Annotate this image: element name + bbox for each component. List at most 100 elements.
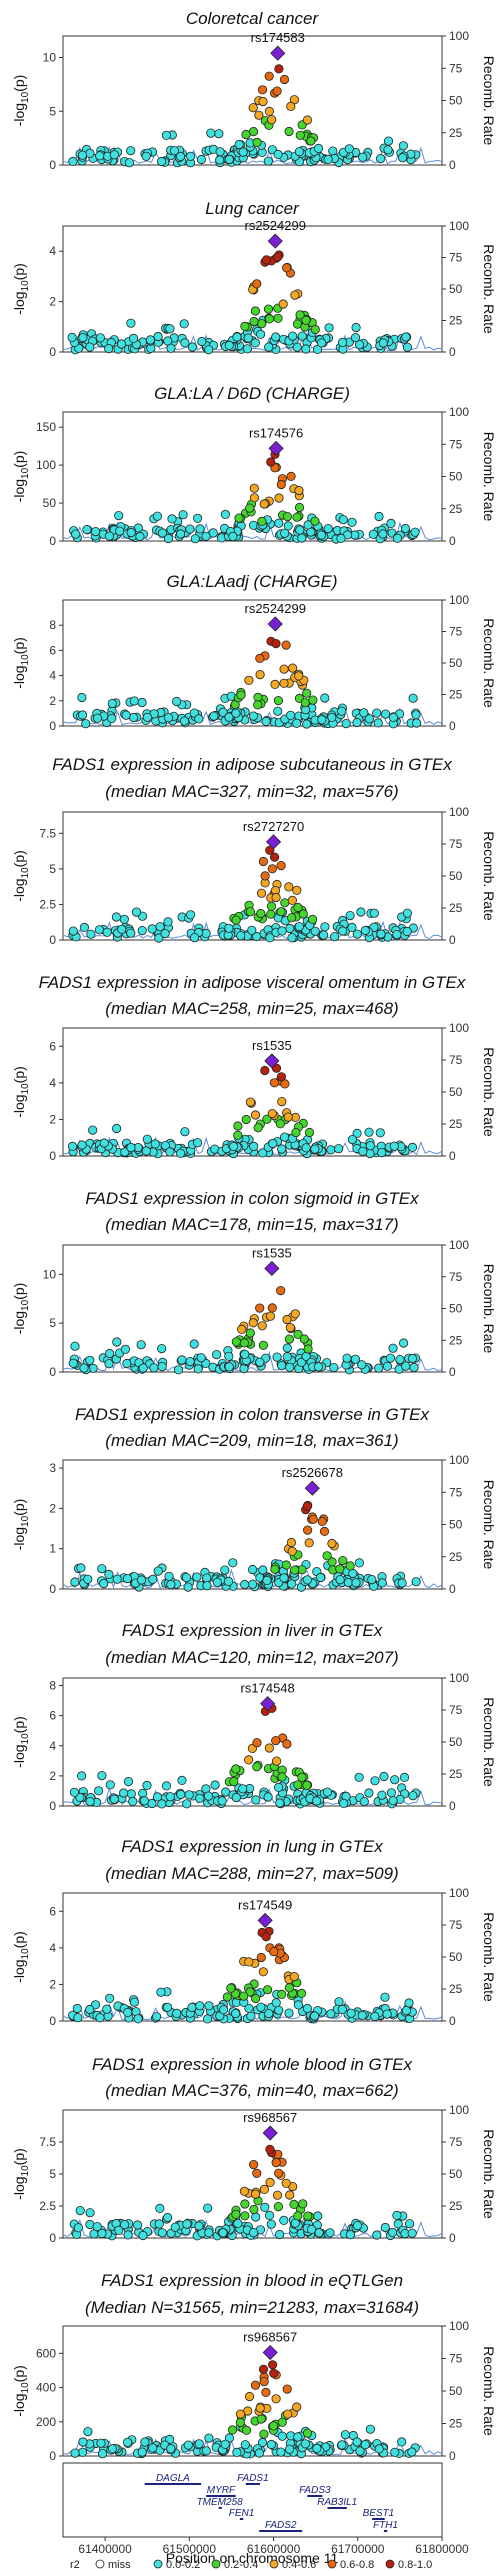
recomb-tick-label: 50	[449, 470, 463, 484]
x-axis: 61400000 61500000 61600000 61700000 61800000…	[78, 2537, 469, 2566]
snp-point	[402, 342, 412, 352]
plot-frame	[62, 599, 443, 727]
panel-title: Coloretcal cancer	[186, 9, 320, 28]
snp-point	[195, 1793, 205, 1803]
y-tick-label: 150	[36, 420, 56, 434]
snp-point	[388, 712, 398, 723]
snp-point	[382, 2009, 392, 2019]
recomb-axis-label: Recomb. Rate	[481, 831, 497, 921]
snp-point	[95, 333, 106, 343]
snp-point	[271, 892, 281, 903]
recomb-axis-label: Recomb. Rate	[481, 1697, 497, 1787]
snp-point	[190, 534, 200, 544]
snp-point	[78, 2437, 88, 2447]
snp-point	[138, 2230, 148, 2241]
snp-point	[180, 338, 190, 348]
snp-point	[68, 926, 78, 936]
snp-point	[281, 263, 292, 273]
y-tick-label: 4	[49, 1076, 56, 1090]
snp-point	[312, 344, 323, 354]
snp-point	[204, 2433, 214, 2443]
y-tick-label: 2	[49, 1501, 56, 1515]
snp-point	[322, 1787, 332, 1797]
y-axis-label: -log10(p)	[11, 263, 31, 315]
snp-point	[292, 2402, 302, 2412]
snp-point	[233, 1121, 243, 1131]
snp-point	[340, 2430, 350, 2440]
snp-point	[97, 1771, 107, 1781]
snp-point	[175, 151, 186, 161]
snp-point	[157, 528, 168, 538]
panel-7: FADS1 expression in colon sigmoid in GTE…	[11, 1189, 497, 1379]
recomb-tick-label: 100	[449, 2103, 469, 2117]
snp-point	[224, 2433, 234, 2443]
snp-point	[137, 697, 147, 708]
snp-point	[326, 1145, 336, 1155]
snp-point	[220, 1565, 230, 1575]
snp-point	[181, 1573, 192, 1583]
snp-point	[302, 1780, 312, 1790]
snp-point	[102, 927, 112, 937]
snp-point	[102, 2004, 112, 2014]
snp-point	[407, 1142, 418, 1153]
snp-point	[232, 2447, 242, 2457]
legend-label: miss	[108, 2559, 131, 2571]
snp-point	[315, 1572, 326, 1583]
legend-label: 0.4-0.6	[282, 2559, 316, 2571]
snp-point	[231, 1792, 241, 1803]
snp-point	[345, 1561, 355, 1571]
snp-point	[257, 319, 267, 329]
snp-point	[334, 1997, 344, 2007]
panel-title: FADS1 expression in lung in GTEx	[121, 1837, 383, 1856]
snp-point	[172, 696, 182, 707]
recomb-axis-label: Recomb. Rate	[481, 432, 497, 522]
recomb-tick-label: 100	[449, 593, 469, 607]
panel-title: FADS1 expression in adipose subcutaneous…	[52, 755, 452, 774]
snp-point	[291, 1128, 301, 1138]
snp-point	[374, 1363, 384, 1373]
legend-label: 0.8-1.0	[398, 2559, 432, 2571]
snp-point	[281, 1560, 291, 1570]
snp-point	[327, 1538, 337, 1549]
snp-point	[164, 1571, 174, 1581]
snp-point	[88, 1125, 98, 1135]
lead-snp-marker	[304, 1480, 320, 1496]
snp-point	[268, 2421, 279, 2431]
snp-point	[343, 1577, 353, 1588]
snp-point	[253, 700, 263, 710]
snp-point	[314, 2228, 324, 2238]
snp-point	[354, 1772, 364, 1782]
panel-title: Lung cancer	[205, 199, 300, 218]
snp-point	[400, 523, 410, 534]
panel-11: FADS1 expression in whole blood in GTEx (…	[11, 2055, 497, 2245]
snp-point	[176, 1148, 186, 1158]
snp-point	[397, 2437, 407, 2447]
snp-point	[259, 2429, 269, 2439]
snp-point	[152, 511, 162, 521]
snp-point	[257, 85, 268, 95]
snp-point	[409, 1362, 419, 1373]
lead-snp-label: rs174548	[241, 1681, 295, 1696]
snp-point	[271, 2394, 281, 2404]
snp-point	[85, 148, 95, 158]
snp-point	[240, 2440, 250, 2450]
snp-point	[373, 718, 383, 728]
snp-point	[275, 1798, 285, 1808]
snp-point	[258, 1148, 268, 1158]
snp-point	[224, 1362, 234, 1372]
snp-point	[203, 1791, 213, 1801]
snp-point	[266, 909, 276, 919]
panel-subtitle: (median MAC=376, min=40, max=662)	[105, 2081, 398, 2100]
y-tick-label: 2.5	[39, 897, 56, 911]
snp-point	[250, 338, 260, 348]
snp-point	[92, 2222, 102, 2232]
snp-point	[152, 2012, 162, 2022]
lead-snp-label: rs174583	[251, 30, 305, 45]
snp-point	[322, 1551, 332, 1561]
snp-point	[185, 1357, 195, 1367]
snp-point	[264, 314, 275, 324]
snp-point	[263, 304, 274, 314]
snp-point	[269, 1947, 279, 1957]
y-tick-label: 4	[49, 1739, 56, 1753]
